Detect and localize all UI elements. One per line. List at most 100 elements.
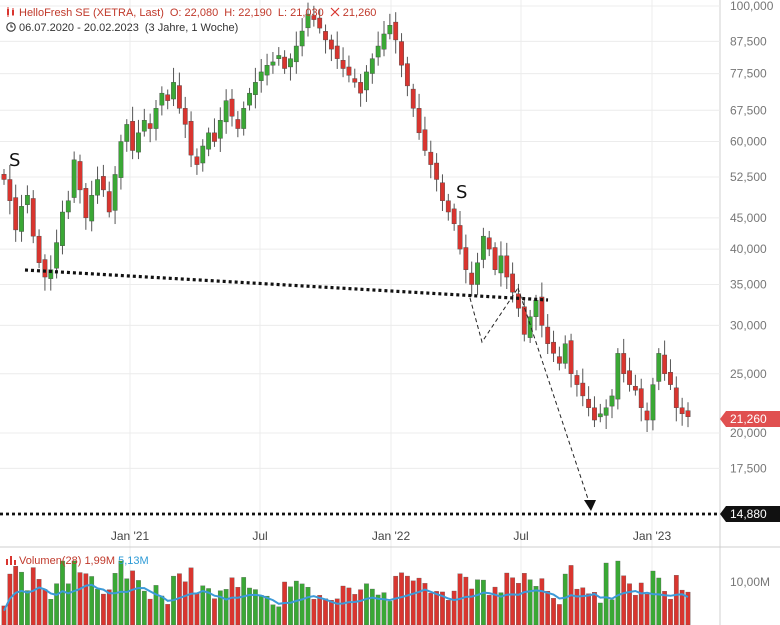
volume-bar <box>440 591 445 625</box>
volume-axis-label: 10,00M <box>730 575 770 589</box>
volume-bar <box>592 592 597 625</box>
volume-bar <box>36 579 42 625</box>
volume-bar <box>270 604 276 625</box>
candle-body <box>334 45 340 59</box>
volume-bar <box>212 598 217 625</box>
candle-body <box>241 108 247 129</box>
volume-bar <box>633 594 638 625</box>
volume-bar <box>492 586 498 625</box>
candle-body <box>539 296 545 326</box>
instrument-title: HelloFresh SE (XETRA, Last) <box>19 7 164 19</box>
volume-bar <box>30 567 36 625</box>
volume-bar <box>65 583 71 625</box>
volume-bar <box>469 588 475 625</box>
target-price-label: 14,880 <box>730 507 767 521</box>
candle-body <box>270 61 276 66</box>
volume-bar <box>603 562 609 625</box>
volume-bar <box>241 577 247 625</box>
change-value: 21,260 <box>342 7 377 19</box>
candle-body <box>410 88 416 109</box>
candle-body <box>498 255 504 274</box>
volume-bar <box>329 599 334 625</box>
clock-icon <box>6 22 16 32</box>
candle-body <box>229 98 235 117</box>
y-tick-label: 87,500 <box>730 34 767 48</box>
volume-bar <box>527 579 533 625</box>
candle-body <box>457 225 463 250</box>
volume-bar <box>124 578 130 625</box>
x-tick-label: Jan '21 <box>111 529 150 543</box>
candle-body <box>673 387 679 408</box>
candle-body <box>112 174 118 211</box>
change-icon <box>330 7 340 17</box>
volume-bar <box>662 591 667 625</box>
volume-bar <box>223 589 229 625</box>
candle-body <box>71 159 77 198</box>
candle-body <box>13 197 19 231</box>
volume-bar <box>644 594 650 625</box>
candle-body <box>533 299 539 317</box>
candle-body <box>527 316 533 338</box>
volume-bar <box>428 592 434 625</box>
candle-body <box>662 354 668 374</box>
candle-body <box>182 108 188 125</box>
volume-bar <box>627 583 632 625</box>
candle-body <box>317 17 323 29</box>
candle-body <box>364 71 369 91</box>
candle-body <box>352 78 358 83</box>
candle-body <box>516 293 521 309</box>
candle-body <box>48 269 54 279</box>
candle-body <box>369 58 375 74</box>
volume-bar <box>451 590 457 625</box>
candle-body <box>480 235 486 260</box>
volume-bar <box>130 570 135 625</box>
volume-bar <box>276 606 282 625</box>
candle-body <box>77 161 83 191</box>
volume-bar <box>650 570 656 625</box>
y-tick-label: 100,000 <box>730 0 774 13</box>
candle-body <box>586 398 592 408</box>
volume-bar <box>346 587 352 625</box>
volume-bar <box>323 598 328 625</box>
candle-body <box>299 30 305 47</box>
volume-bar <box>504 572 510 625</box>
candle-body <box>440 182 445 201</box>
candle-body <box>118 141 124 178</box>
volume-bar <box>159 595 165 625</box>
volume-bar <box>562 573 568 625</box>
volume-bar <box>545 590 551 625</box>
projection-arrowhead <box>584 500 596 511</box>
volume-bar <box>48 599 54 625</box>
candle-body <box>1 174 7 180</box>
volume-bar <box>247 587 252 625</box>
y-tick-label: 17,500 <box>730 461 767 475</box>
volume-bar <box>416 577 422 625</box>
volume-bar <box>188 567 194 625</box>
volume-bar <box>364 583 369 625</box>
volume-bar <box>288 586 293 625</box>
high-value: H: 22,190 <box>224 7 272 19</box>
candle-body <box>358 82 364 94</box>
candle-body <box>200 145 206 164</box>
shoulder-label-right: S <box>456 182 467 203</box>
volume-average-line <box>3 583 689 612</box>
volume-bar <box>574 588 580 625</box>
volume-value: 1,99M <box>84 555 116 567</box>
x-tick-label: Jan '23 <box>633 529 672 543</box>
last-price-label: 21,260 <box>730 412 767 426</box>
volume-bar <box>638 582 644 625</box>
volume-bar <box>101 593 106 625</box>
volume-bar <box>498 592 504 625</box>
candle-body <box>30 198 36 237</box>
candle-body <box>60 211 65 246</box>
volume-bar <box>405 575 410 625</box>
volume-bar <box>445 600 451 625</box>
y-axis: 100,000 87,500 77,500 67,500 60,000 52,500 45,… <box>730 0 774 475</box>
candle-body <box>340 60 346 69</box>
y-tick-label: 30,000 <box>730 318 767 332</box>
volume-bar <box>621 575 627 625</box>
volume-bar <box>369 588 375 625</box>
volume-bar <box>71 560 77 625</box>
candle-body <box>451 208 457 225</box>
x-tick-label: Jan '22 <box>372 529 411 543</box>
